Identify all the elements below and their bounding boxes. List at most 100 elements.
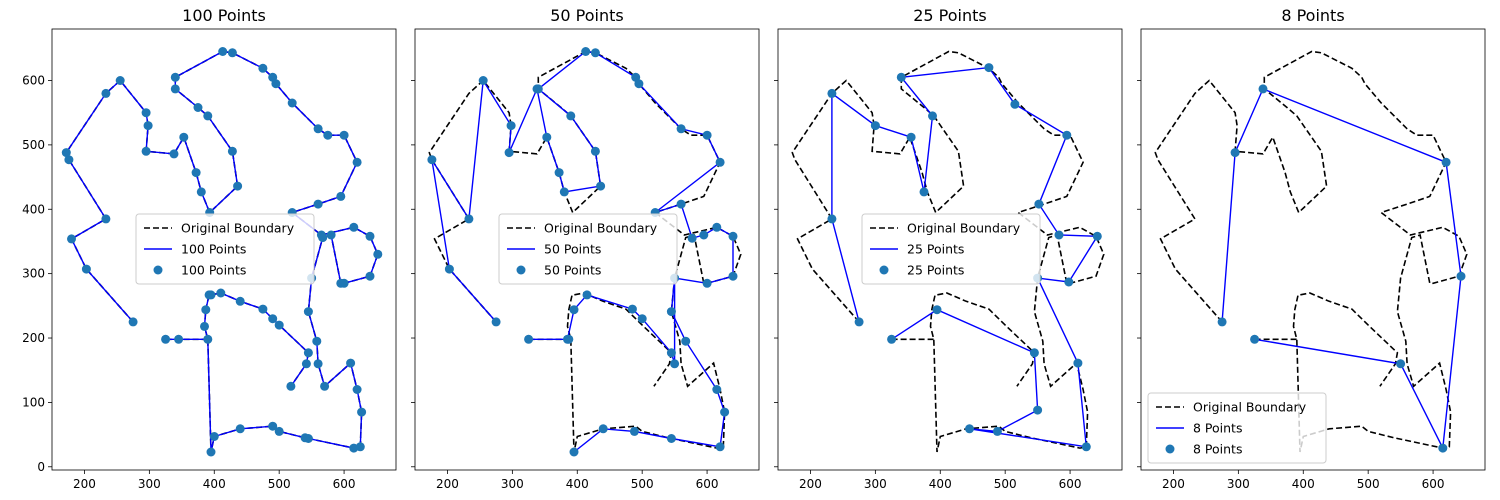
y-tick-label: 500 xyxy=(22,138,45,152)
sample-point xyxy=(992,426,1002,436)
sample-point xyxy=(191,168,201,178)
sample-point xyxy=(559,187,569,197)
sample-point xyxy=(271,79,281,89)
sample-point xyxy=(598,424,608,434)
x-tick-label: 400 xyxy=(929,477,952,491)
legend-swatch-points xyxy=(879,265,889,275)
sample-point xyxy=(268,421,278,431)
sample-point xyxy=(906,132,916,142)
sample-point xyxy=(303,348,313,358)
sample-point xyxy=(715,157,725,167)
sample-point xyxy=(352,157,362,167)
sample-point xyxy=(1033,405,1043,415)
sample-point xyxy=(687,233,697,243)
sample-point xyxy=(728,231,738,241)
sample-point xyxy=(919,187,929,197)
sample-point xyxy=(233,181,243,191)
legend-label: 100 Points xyxy=(181,263,246,278)
x-tick-label: 500 xyxy=(268,477,291,491)
x-tick-label: 200 xyxy=(1162,477,1185,491)
legend-box xyxy=(861,213,1041,285)
sample-point xyxy=(274,320,284,330)
sample-point xyxy=(128,317,138,327)
legend-swatch-points xyxy=(153,265,163,275)
sample-point xyxy=(506,121,516,131)
y-tick-label: 100 xyxy=(22,395,45,409)
sample-point xyxy=(286,381,296,391)
sample-point xyxy=(196,187,206,197)
sample-point xyxy=(1456,271,1466,281)
legend-label: 50 Points xyxy=(544,263,601,278)
sample-point xyxy=(676,124,686,134)
sample-point xyxy=(491,317,501,327)
panel-4: 8 Points 200 300 400 500 600 Original Boundary… xyxy=(1137,6,1486,491)
legend-box xyxy=(1147,392,1327,464)
sample-point xyxy=(227,48,237,58)
sample-point xyxy=(336,278,346,288)
sample-point xyxy=(1081,442,1091,452)
axes-frame xyxy=(414,28,760,471)
x-tick-label: 300 xyxy=(501,477,524,491)
sample-point xyxy=(179,132,189,142)
sample-point xyxy=(67,234,76,244)
sample-point xyxy=(365,271,375,281)
legend-swatch-points xyxy=(1165,444,1175,454)
sample-point xyxy=(301,359,311,369)
sample-point xyxy=(965,424,974,434)
legend-box xyxy=(498,213,678,285)
panel-title: 8 Points xyxy=(1281,6,1344,25)
legend: Original Boundary 25 Points 25 Points xyxy=(861,213,1041,285)
sample-point xyxy=(141,108,151,118)
sample-point xyxy=(206,447,216,457)
sample-point xyxy=(373,249,383,259)
sample-point xyxy=(268,314,278,324)
x-tick-label: 300 xyxy=(138,477,161,491)
sample-point xyxy=(928,111,937,121)
sample-point xyxy=(143,121,153,131)
x-tick-label: 600 xyxy=(1059,477,1082,491)
x-tick-label: 400 xyxy=(203,477,226,491)
sample-point xyxy=(201,305,211,315)
sample-point xyxy=(303,307,313,317)
sample-point xyxy=(141,146,151,156)
x-tick-label: 500 xyxy=(994,477,1017,491)
sample-point xyxy=(1054,230,1064,240)
sample-point xyxy=(216,288,226,298)
sample-point xyxy=(193,103,203,112)
sample-point xyxy=(323,130,333,140)
sample-point xyxy=(827,88,837,98)
sample-point xyxy=(554,168,564,178)
y-tick-label: 200 xyxy=(22,331,45,345)
legend: Original Boundary 100 Points 100 Points xyxy=(135,213,315,285)
sample-point xyxy=(566,111,576,121)
sample-point xyxy=(326,230,336,240)
panel-title: 25 Points xyxy=(913,6,987,25)
sample-point xyxy=(870,121,880,131)
sample-point xyxy=(720,407,730,417)
legend: Original Boundary 50 Points 50 Points xyxy=(498,213,678,285)
sample-point xyxy=(365,231,375,241)
x-tick-label: 600 xyxy=(333,477,356,491)
legend-label: 8 Points xyxy=(1193,442,1242,457)
sample-point xyxy=(1034,199,1044,209)
sample-point xyxy=(634,79,644,89)
sample-point xyxy=(627,304,637,314)
panel-title: 100 Points xyxy=(182,6,266,25)
sample-line xyxy=(528,278,676,364)
sample-point xyxy=(203,111,213,121)
sample-point xyxy=(564,334,574,344)
legend-label: 25 Points xyxy=(907,263,964,278)
sample-point xyxy=(712,222,722,232)
sample-point xyxy=(101,214,111,224)
sample-point xyxy=(274,426,284,436)
sample-point xyxy=(161,334,171,344)
x-tick-label: 500 xyxy=(1357,477,1380,491)
sample-point xyxy=(318,233,328,243)
sample-point xyxy=(1441,157,1451,167)
sample-point xyxy=(715,442,725,452)
sample-point xyxy=(712,385,722,394)
sample-point xyxy=(1438,443,1448,453)
sample-point xyxy=(596,181,606,191)
legend-label: 100 Points xyxy=(181,242,246,257)
sample-point xyxy=(1064,277,1074,287)
